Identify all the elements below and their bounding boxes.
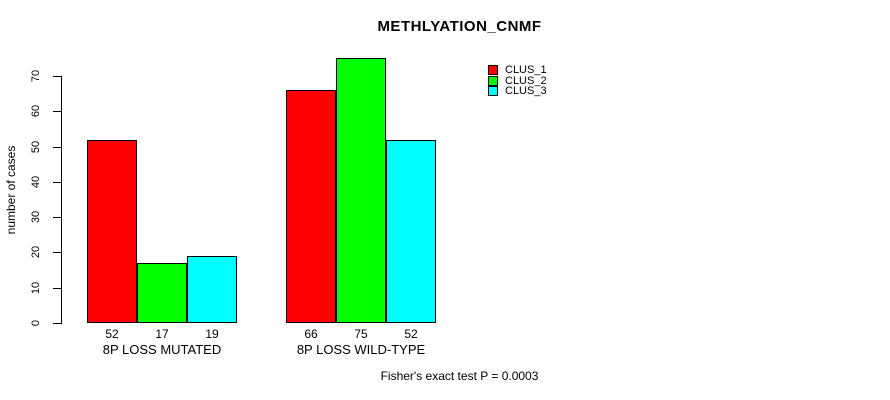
legend-label-clus_2: CLUS_2 (505, 74, 547, 87)
y-tick-label: 60 (30, 104, 42, 118)
y-tick-label: 20 (30, 245, 42, 259)
category-label: 8P LOSS WILD-TYPE (296, 342, 426, 357)
legend-swatch-clus_1 (488, 65, 498, 75)
y-axis-line (61, 76, 62, 324)
y-tick-label: 10 (30, 281, 42, 295)
y-tick-label: 50 (30, 140, 42, 154)
y-tick-mark (53, 288, 61, 289)
category-label: 8P LOSS MUTATED (102, 342, 222, 357)
y-tick-mark (53, 147, 61, 148)
y-tick-mark (53, 111, 61, 112)
bar-clus_1-group1 (87, 140, 137, 323)
bar-value-label: 17 (155, 327, 169, 341)
y-tick-label: 0 (30, 319, 42, 327)
y-axis-label: number of cases (4, 145, 18, 235)
y-tick-mark (53, 182, 61, 183)
legend-label-clus_1: CLUS_1 (505, 64, 547, 76)
bar-clus_2-group1 (137, 263, 187, 323)
y-tick-mark (53, 323, 61, 324)
chart-title: METHLYATION_CNMF (377, 18, 542, 35)
bar-value-label: 19 (205, 327, 219, 341)
bar-clus_1-group2 (286, 90, 336, 323)
bar-value-label: 52 (105, 327, 119, 341)
bar-clus_3-group1 (187, 256, 237, 323)
fisher-test-annotation: Fisher's exact test P = 0.0003 (380, 369, 539, 383)
y-tick-label: 70 (30, 69, 42, 83)
y-tick-label: 40 (30, 175, 42, 189)
legend-swatch-clus_2 (488, 75, 498, 86)
y-tick-mark (53, 76, 61, 77)
bar-value-label: 66 (304, 327, 318, 341)
bar-value-label: 75 (354, 327, 368, 341)
legend-label-clus_3: CLUS_3 (505, 85, 547, 97)
legend-swatch-clus_3 (488, 86, 498, 96)
bar-clus_3-group2 (386, 140, 436, 323)
y-tick-label: 30 (30, 210, 42, 224)
bar-clus_2-group2 (336, 58, 386, 323)
y-tick-mark (53, 252, 61, 253)
bar-value-label: 52 (404, 327, 418, 341)
y-tick-mark (53, 217, 61, 218)
